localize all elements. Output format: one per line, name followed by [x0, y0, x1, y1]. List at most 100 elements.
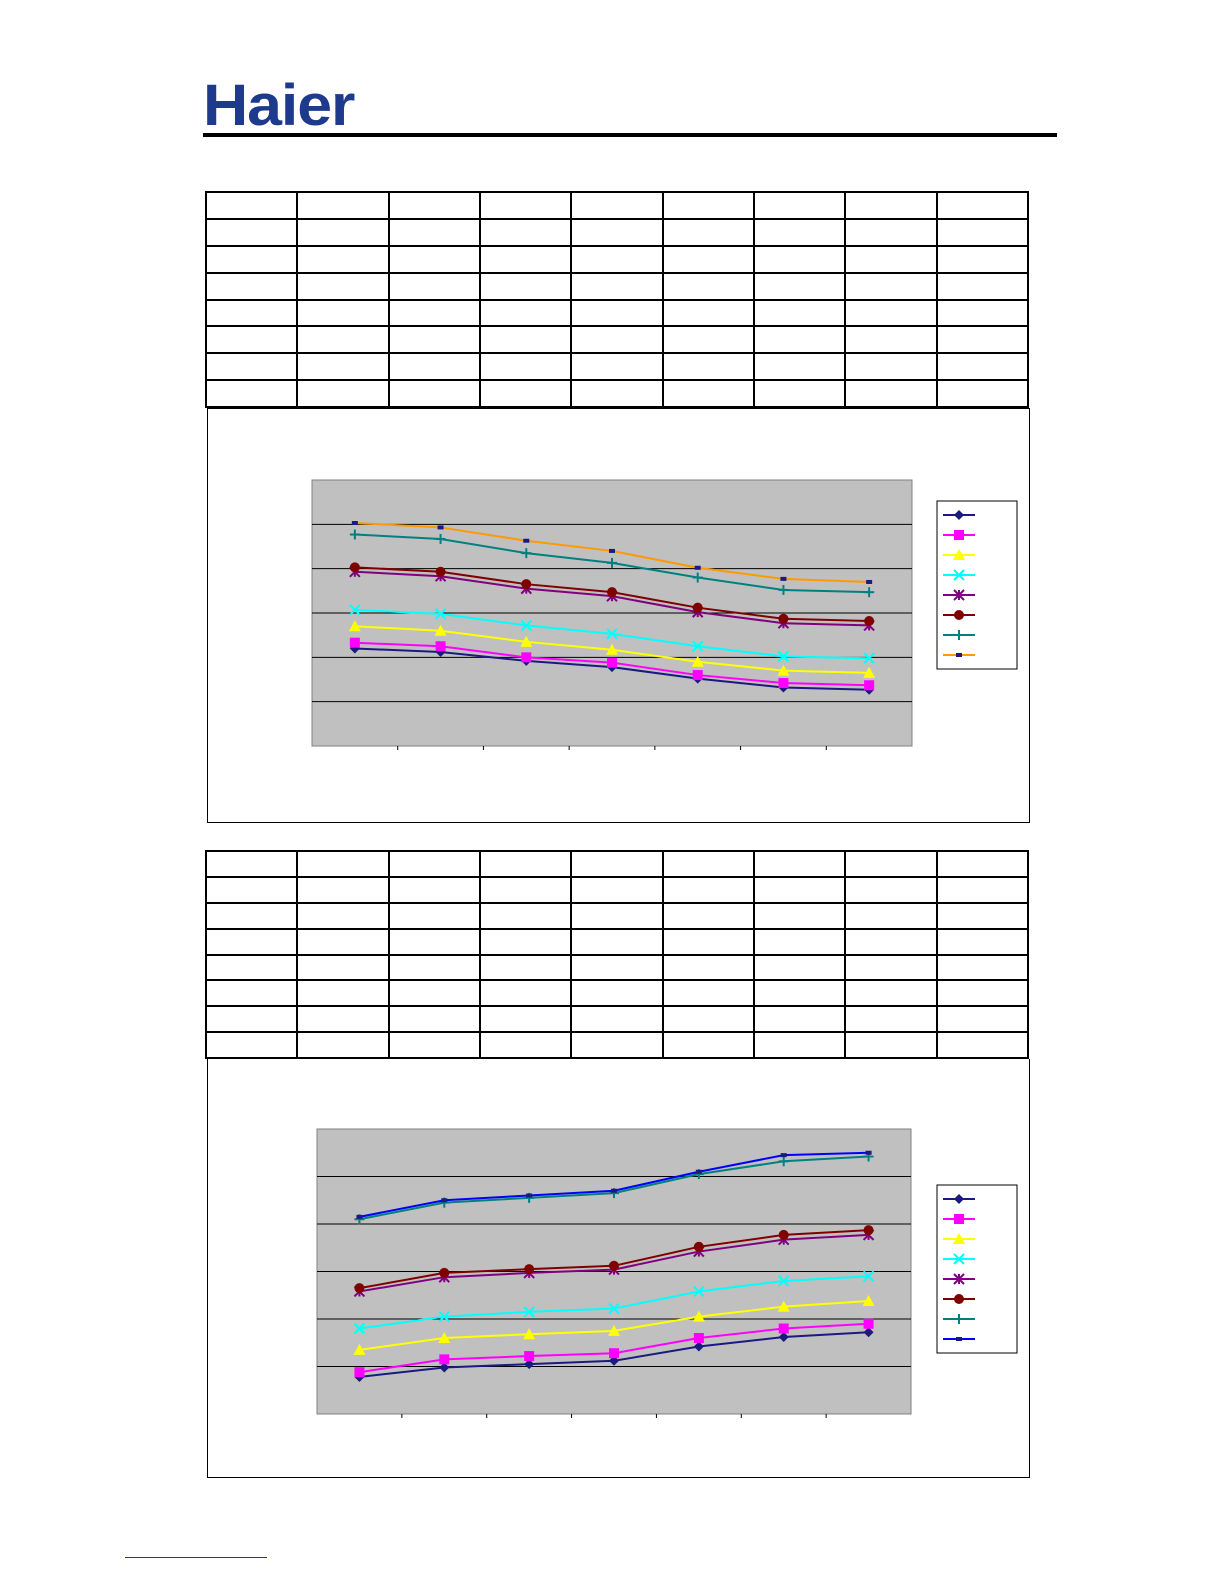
- data-point: [692, 602, 703, 613]
- table-cell: [478, 953, 573, 982]
- legend-item: [943, 630, 975, 640]
- table-cell: [661, 850, 755, 878]
- table-cell: [387, 298, 481, 328]
- table-cell: [752, 850, 847, 878]
- data-point: [864, 587, 875, 598]
- table-cell: [752, 244, 847, 274]
- data-point: [693, 1241, 704, 1252]
- table-row: [204, 979, 1030, 1008]
- table-cell: [570, 1005, 664, 1034]
- table-cell: [570, 379, 664, 408]
- table-cell: [752, 953, 847, 982]
- table-cell: [387, 352, 481, 382]
- table-cell: [661, 352, 755, 382]
- table-cell: [752, 298, 847, 328]
- table-row: [204, 244, 1030, 274]
- table-cell: [935, 1005, 1030, 1034]
- data-point: [609, 548, 615, 553]
- legend-item: [943, 1314, 975, 1324]
- legend-item: [943, 610, 975, 620]
- table-cell: [296, 850, 390, 878]
- legend: [936, 1184, 1018, 1354]
- data-point: [780, 576, 787, 581]
- data-point: [607, 587, 617, 598]
- data-point: [692, 670, 703, 681]
- data-point: [434, 624, 447, 636]
- data-point: [693, 1285, 705, 1298]
- data-point: [437, 525, 444, 530]
- table-cell: [296, 979, 390, 1008]
- legend: [936, 500, 1018, 670]
- legend-item: [943, 1214, 975, 1224]
- table-cell: [570, 325, 664, 355]
- data-point: [521, 579, 532, 590]
- table-cell: [387, 244, 481, 274]
- table-cell: [204, 979, 299, 1008]
- series-3: [348, 620, 876, 678]
- legend-item: [943, 589, 975, 601]
- table-cell: [204, 298, 299, 328]
- data-point: [862, 1270, 875, 1282]
- data-point: [778, 1156, 789, 1167]
- table-cell: [935, 875, 1030, 904]
- table-cell: [752, 191, 847, 220]
- table-cell: [478, 927, 573, 956]
- series-2: [354, 1318, 874, 1378]
- table-cell: [296, 953, 390, 982]
- table-cell: [844, 191, 938, 220]
- data-point: [435, 566, 446, 577]
- data-point: [692, 640, 704, 652]
- data-point: [348, 620, 361, 632]
- data-point: [778, 584, 789, 595]
- legend-item: [943, 653, 975, 657]
- table-cell: [387, 191, 481, 220]
- data-point: [606, 643, 618, 655]
- table-cell: [204, 191, 299, 220]
- table-cell: [844, 953, 938, 982]
- table-cell: [752, 379, 847, 408]
- series-2: [349, 637, 875, 691]
- data-point: [691, 655, 704, 667]
- legend-item: [943, 530, 975, 540]
- data-point: [863, 1225, 874, 1236]
- data-point: [609, 1348, 619, 1359]
- table-cell: [661, 325, 755, 355]
- table-cell: [661, 1031, 755, 1059]
- table-cell: [478, 901, 573, 930]
- data-point: [780, 1153, 787, 1158]
- data-point: [693, 1341, 704, 1352]
- table-cell: [204, 875, 299, 904]
- table-cell: [752, 875, 847, 904]
- table-cell: [204, 1031, 299, 1059]
- table-cell: [478, 298, 573, 328]
- table-cell: [844, 298, 938, 328]
- data-point: [866, 579, 873, 584]
- table-cell: [935, 850, 1030, 878]
- data-point: [435, 647, 446, 658]
- table-row: [204, 352, 1030, 382]
- table-cell: [661, 927, 755, 956]
- table-cell: [204, 217, 299, 247]
- data-point: [778, 1332, 789, 1343]
- header-rule: [203, 133, 1057, 137]
- table-cell: [204, 1005, 299, 1034]
- table-cell: [935, 325, 1030, 355]
- data-point: [864, 680, 875, 691]
- table-cell: [661, 191, 755, 220]
- table-cell: [570, 217, 664, 247]
- table-cell: [661, 1005, 755, 1034]
- table-cell: [478, 979, 573, 1008]
- table-cell: [478, 1005, 573, 1034]
- data-point: [864, 615, 875, 626]
- table-cell: [752, 217, 847, 247]
- table-cell: [570, 271, 664, 301]
- table-cell: [296, 927, 390, 956]
- data-point: [434, 608, 447, 620]
- table-cell: [387, 271, 481, 301]
- data-point: [354, 1283, 365, 1294]
- data-point: [778, 1229, 789, 1240]
- footer-link-underline[interactable]: [125, 1557, 267, 1558]
- table-cell: [752, 1005, 847, 1034]
- data-point: [349, 529, 360, 540]
- legend-item: [943, 510, 975, 520]
